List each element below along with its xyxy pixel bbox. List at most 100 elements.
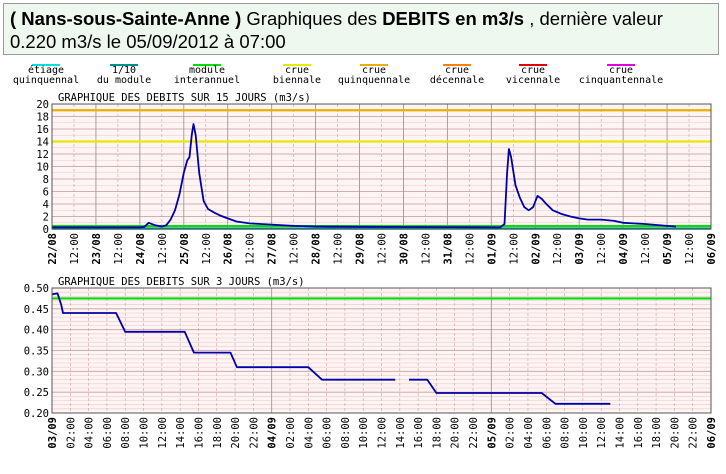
x-tick-label: 28/08 — [311, 233, 323, 265]
legend-label-1: crue — [361, 65, 387, 76]
x-tick-label: 12:00 — [508, 233, 520, 265]
x-tick-label: 26/08 — [223, 233, 235, 265]
x-tick-label: 10:00 — [578, 417, 590, 449]
x-tick-label: 06:00 — [102, 417, 114, 449]
legend-label-2: interannuel — [173, 75, 241, 86]
legend-label-1: crue — [608, 65, 634, 76]
x-tick-label: 01/09 — [486, 233, 498, 265]
legend-label-2: quinquennal — [12, 75, 80, 86]
x-tick-label: 12:00 — [113, 233, 125, 265]
x-tick-label: 12:00 — [157, 233, 169, 265]
x-tick-label: 03/09 — [47, 417, 59, 449]
x-tick-label: 12:00 — [377, 233, 389, 265]
x-tick-label: 02:00 — [65, 417, 77, 449]
x-tick-label: 02/09 — [530, 233, 542, 265]
x-tick-label: 29/08 — [355, 233, 367, 265]
y-tick-label: 18 — [36, 112, 49, 124]
legend-item-crue-quinquennale: crue quinquennale — [329, 60, 419, 86]
y-tick-label: 10 — [36, 162, 49, 174]
y-tick-label: 0.50 — [24, 283, 49, 295]
x-tick-label: 22:00 — [248, 417, 260, 449]
station-name: ( Nans-sous-Sainte-Anne ) — [10, 8, 242, 29]
x-tick-label: 16:00 — [413, 417, 425, 449]
chart-title: GRAPHIQUE DES DEBITS SUR 3 JOURS (m3/s) — [58, 276, 305, 288]
x-tick-label: 23/08 — [91, 233, 103, 265]
x-tick-label: 22:00 — [688, 417, 700, 449]
x-tick-label: 05/09 — [662, 233, 674, 265]
series-line — [409, 378, 611, 405]
x-tick-label: 12:00 — [640, 233, 652, 265]
legend-item-crue-vicennale: crue vicennale — [493, 60, 573, 86]
plot-border — [51, 103, 712, 230]
y-tick-label: 0.25 — [24, 387, 49, 399]
legend-item-module: module interannuel — [167, 60, 247, 86]
x-tick-label: 24/08 — [135, 233, 147, 265]
x-tick-label: 03/09 — [574, 233, 586, 265]
x-tick-label: 08:00 — [340, 417, 352, 449]
x-tick-label: 12:00 — [552, 233, 564, 265]
legend-swatch — [32, 64, 60, 66]
title-banner: ( Nans-sous-Sainte-Anne ) Graphiques des… — [3, 3, 719, 55]
legend-label-1: crue — [520, 65, 546, 76]
x-tick-label: 04/09 — [267, 417, 279, 449]
x-tick-label: 02:00 — [285, 417, 297, 449]
x-tick-label: 18:00 — [651, 417, 663, 449]
x-tick-label: 06/09 — [706, 233, 718, 265]
x-tick-label: 22/08 — [47, 233, 59, 265]
x-tick-label: 08:00 — [120, 417, 132, 449]
x-tick-label: 12:00 — [201, 233, 213, 265]
legend-item-crue-cinquantennale: crue cinquantennale — [573, 60, 669, 86]
legend-item-crue-decennale: crue décennale — [417, 60, 497, 86]
x-tick-label: 16:00 — [633, 417, 645, 449]
y-tick-label: 2 — [43, 212, 49, 224]
x-tick-label: 20:00 — [669, 417, 681, 449]
x-tick-label: 12:00 — [289, 233, 301, 265]
x-tick-label: 04:00 — [84, 417, 96, 449]
y-tick-label: 0.20 — [24, 408, 49, 420]
x-tick-label: 14:00 — [175, 417, 187, 449]
legend: étiage quinquennal 1/10 du module module… — [3, 60, 719, 86]
y-tick-label: 0.40 — [24, 325, 49, 337]
x-tick-label: 14:00 — [395, 417, 407, 449]
plot-border — [51, 287, 712, 414]
x-tick-label: 30/08 — [398, 233, 410, 265]
y-tick-label: 6 — [43, 187, 49, 199]
x-tick-label: 10:00 — [139, 417, 151, 449]
y-tick-label: 12 — [36, 149, 49, 161]
x-tick-label: 06/09 — [706, 417, 718, 449]
y-tick-label: 8 — [43, 174, 49, 186]
y-tick-label: 0.35 — [24, 346, 49, 358]
legend-label-1: module — [188, 65, 226, 76]
legend-label-2: décennale — [429, 75, 485, 86]
legend-label-2: cinquantennale — [578, 75, 664, 86]
x-tick-label: 12:00 — [69, 233, 81, 265]
x-tick-label: 27/08 — [267, 233, 279, 265]
x-tick-label: 18:00 — [431, 417, 443, 449]
x-tick-label: 04:00 — [303, 417, 315, 449]
title-prefix: Graphiques des — [246, 8, 378, 29]
x-tick-label: 18:00 — [212, 417, 224, 449]
x-tick-label: 20:00 — [230, 417, 242, 449]
legend-label-1: étiage — [27, 65, 65, 76]
x-tick-label: 06:00 — [541, 417, 553, 449]
x-tick-label: 16:00 — [193, 417, 205, 449]
legend-label-1: crue — [284, 65, 310, 76]
title-suffix: , dernière valeur — [529, 8, 663, 29]
x-tick-label: 12:00 — [596, 417, 608, 449]
y-tick-label: 20 — [36, 99, 49, 111]
x-tick-label: 12:00 — [420, 233, 432, 265]
legend-item-crue-biennale: crue biennale — [257, 60, 337, 86]
y-tick-label: 16 — [36, 124, 49, 136]
y-tick-label: 0 — [43, 224, 49, 236]
x-tick-label: 12:00 — [245, 233, 257, 265]
series-line — [52, 123, 676, 229]
chart-title: GRAPHIQUE DES DEBITS SUR 15 JOURS (m3/s) — [58, 92, 311, 104]
x-tick-label: 14:00 — [614, 417, 626, 449]
x-tick-label: 12:00 — [596, 233, 608, 265]
legend-item-etiage: étiage quinquennal — [11, 60, 81, 86]
x-tick-label: 20:00 — [450, 417, 462, 449]
y-tick-label: 0.45 — [24, 304, 49, 316]
x-tick-label: 12:00 — [464, 233, 476, 265]
legend-label-2: quinquennale — [337, 75, 411, 86]
